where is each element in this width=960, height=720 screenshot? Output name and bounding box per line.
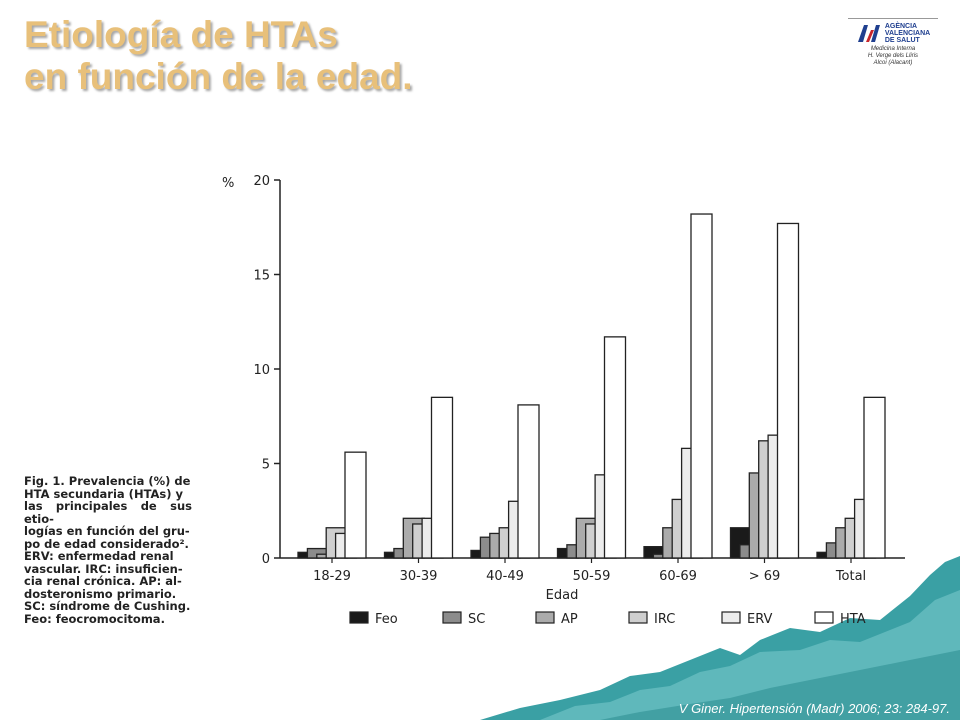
legend-swatch-feo [349,611,369,624]
x-tick-label: 40-49 [486,569,524,584]
bar-hta [517,404,540,559]
logo-subtitle-line-1: Medicina Interna [870,46,916,52]
bar-hta [690,213,713,559]
x-tick-label: > 69 [749,569,781,584]
agency-name-line-3: DE SALUT [884,36,920,44]
legend-label-irc: IRC [654,612,675,627]
legend-label-feo: Feo [375,612,398,627]
slide-title: Etiología de HTAs en función de la edad. [24,14,413,98]
agency-name-line-2: VALENCIANA [884,29,931,37]
caption-line: vascular. IRC: insuficien- [24,561,183,576]
caption-line: dosteronismo primario. [24,586,177,601]
figure-caption: Fig. 1. Prevalencia (%) de HTA secundari… [24,475,192,625]
agency-logo: AGÈNCIA VALENCIANA DE SALUT Medicina Int… [848,18,938,67]
slide-title-line-2: en función de la edad. [24,56,413,97]
bar-hta [344,451,367,559]
agency-name-line-1: AGÈNCIA [884,22,918,30]
logo-subtitle: Medicina Interna H. Verge dels Lliris Al… [848,46,938,67]
agency-name: AGÈNCIA VALENCIANA DE SALUT [885,23,930,44]
y-tick-label: 20 [253,174,270,189]
logo-header: AGÈNCIA VALENCIANA DE SALUT [848,18,938,44]
legend-swatch-erv [721,611,741,624]
legend-swatch-irc [628,611,648,624]
x-tick-label: 18-29 [313,569,351,584]
caption-line: ERV: enfermedad renal [24,549,174,563]
bar-hta [863,396,886,559]
x-tick-label: 50-59 [573,569,611,584]
y-tick-label: 0 [262,552,270,567]
caption-line: SC: síndrome de Cushing. [24,599,191,613]
caption-line: las principales de sus etio- [24,499,192,526]
x-axis-label: Edad [546,588,579,603]
legend-swatch-hta [814,611,834,624]
caption-line: Fig. 1. Prevalencia (%) de [24,474,191,488]
legend-swatch-sc [442,611,462,624]
legend-label-hta: HTA [840,612,866,627]
y-unit-label: % [222,176,234,191]
agency-mark-icon [857,25,880,42]
x-tick-label: 30-39 [400,569,438,584]
legend-label-erv: ERV [747,612,773,627]
prevalence-bar-chart: % 0 5 10 15 20 18-29 30-39 40-49 50-59 60-69 > 69 To… [222,174,905,627]
y-tick-label: 5 [262,458,270,473]
slide-title-line-1: Etiología de HTAs [24,14,338,55]
caption-line: Feo: feocromocitoma. [24,611,165,626]
legend-label-ap: AP [561,612,578,627]
bar-hta [603,336,627,559]
bar-hta [430,396,454,559]
logo-subtitle-line-2: H. Verge dels Lliris [867,53,919,59]
caption-line: cia renal crónica. AP: al- [24,574,182,588]
legend-swatch-ap [535,611,555,624]
logo-subtitle-line-3: Alcoi (Alacant) [873,60,913,66]
caption-line: HTA secundaria (HTAs) y [24,486,184,501]
caption-line: po de edad considerado². [24,536,189,551]
x-tick-label: Total [835,569,866,584]
legend-label-sc: SC [468,612,485,627]
bar-hta [776,222,800,559]
y-tick-label: 10 [253,363,270,378]
y-tick-label: 15 [253,269,270,284]
source-citation: V Giner. Hipertensión (Madr) 2006; 23: 2… [678,701,950,716]
x-tick-label: 60-69 [659,569,697,584]
caption-line: logías en función del gru- [24,524,190,538]
